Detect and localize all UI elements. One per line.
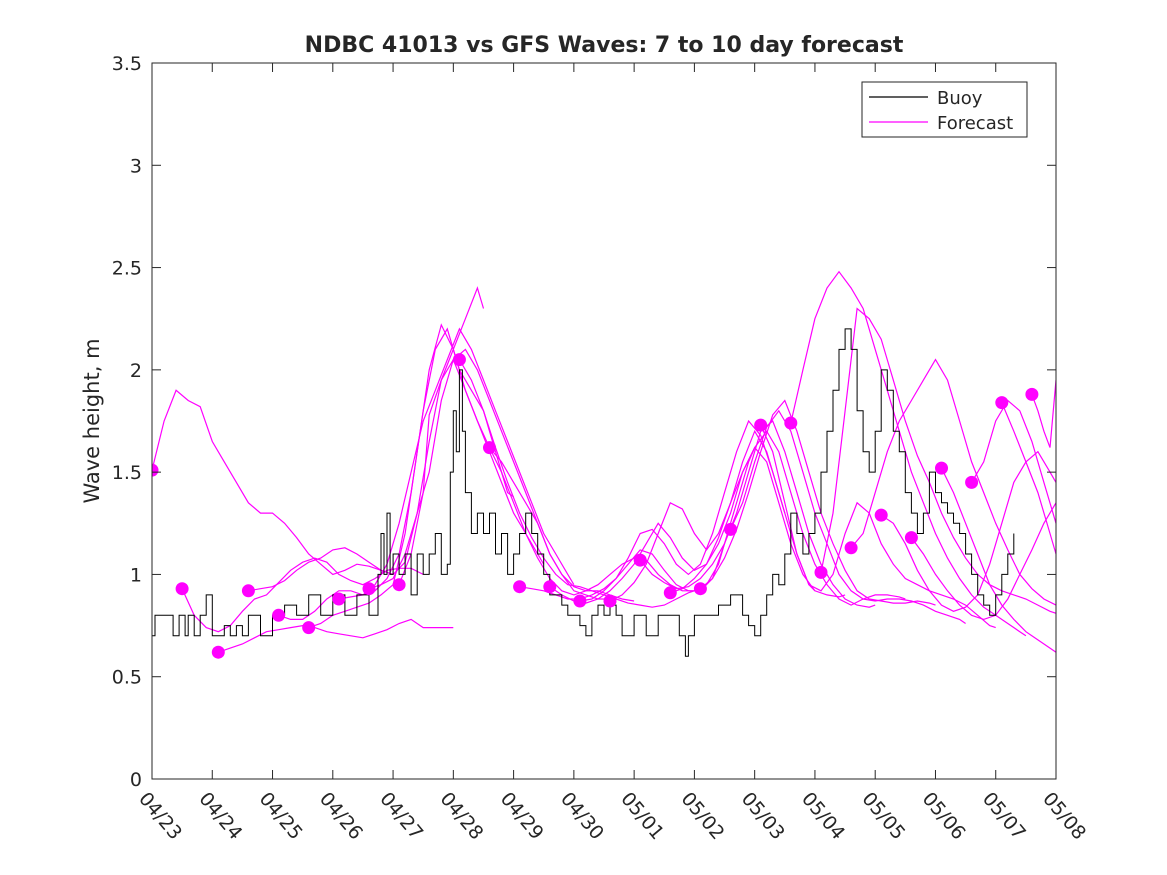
forecast-start-marker-25 [935,461,948,475]
forecast-start-marker-24 [904,531,918,545]
forecast-line-1 [181,557,424,633]
chart-title: NDBC 41013 vs GFS Waves: 7 to 10 day for… [305,33,904,58]
forecast-start-marker-27 [995,396,1009,410]
legend: Buoy Forecast [861,81,1028,138]
y-tick-label-5: 2.5 [112,258,142,280]
legend-forecast-label: Forecast [937,113,1013,134]
forecast-line-13 [579,419,816,602]
forecast-start-marker-17 [693,582,707,596]
forecast-start-marker-15 [633,553,647,567]
forecast-start-marker-20 [784,416,798,430]
forecast-line-9 [458,359,695,608]
forecast-start-marker-21 [814,565,828,579]
forecast-start-marker-2 [211,645,225,659]
forecast-line-23 [880,450,1056,612]
forecast-start-marker-26 [965,475,979,489]
forecast-start-marker-8 [392,578,406,592]
forecast-line-21 [820,307,1056,614]
forecast-start-marker-11 [513,580,527,594]
buoy-line [152,328,1015,657]
forecast-start-marker-3 [241,584,255,598]
y-tick-label-6: 3 [130,155,142,177]
forecast-start-marker-12 [543,580,557,594]
y-tick-label-3: 1.5 [112,462,142,484]
forecast-line-19 [760,424,996,629]
forecast-start-marker-22 [844,541,858,555]
forecast-line-20 [790,270,1027,637]
forecast-start-marker-0 [152,463,159,477]
axes-box [151,62,1057,780]
forecast-line-0 [152,389,394,576]
forecast-start-marker-19 [754,418,768,432]
forecast-line-28 [1031,380,1056,448]
y-tick-label-7: 3.5 [112,53,142,75]
y-tick-label-4: 2 [130,360,142,382]
forecast-start-marker-10 [483,441,496,455]
y-tick-label-0: 0 [130,769,142,791]
plot-area [152,270,1056,659]
forecast-line-24 [910,502,1056,621]
forecast-start-marker-1 [175,582,189,596]
forecast-start-marker-6 [332,592,346,606]
forecast-line-3 [248,286,485,592]
forecast-line-18 [730,409,966,624]
series-group [152,270,1056,659]
forecast-start-marker-14 [603,594,617,608]
forecast-line-5 [308,323,545,629]
forecast-line-12 [549,429,786,604]
forecast-line-11 [519,447,756,600]
y-axis-label: Wave height, m [80,338,104,503]
legend-box [861,81,1028,138]
forecast-start-marker-7 [362,582,376,596]
forecast-line-27 [1001,402,1056,555]
forecast-start-marker-18 [724,522,738,536]
forecast-start-marker-28 [1025,387,1039,401]
forecast-line-16 [670,430,906,606]
forecast-line-8 [398,358,635,602]
forecast-start-marker-23 [874,508,888,522]
forecast-line-2 [218,618,454,653]
y-tick-label-2: 1 [130,564,142,586]
forecast-start-marker-13 [573,594,587,608]
forecast-start-marker-5 [302,621,316,635]
forecast-start-marker-9 [452,353,466,367]
forecast-line-22 [850,358,1056,606]
forecast-line-26 [971,399,1056,524]
forecast-start-marker-4 [272,608,286,622]
forecast-line-6 [338,327,575,600]
legend-buoy-label: Buoy [937,88,983,109]
y-tick-label-1: 0.5 [112,667,142,689]
forecast-start-marker-16 [663,586,677,600]
forecast-line-25 [940,467,1056,653]
